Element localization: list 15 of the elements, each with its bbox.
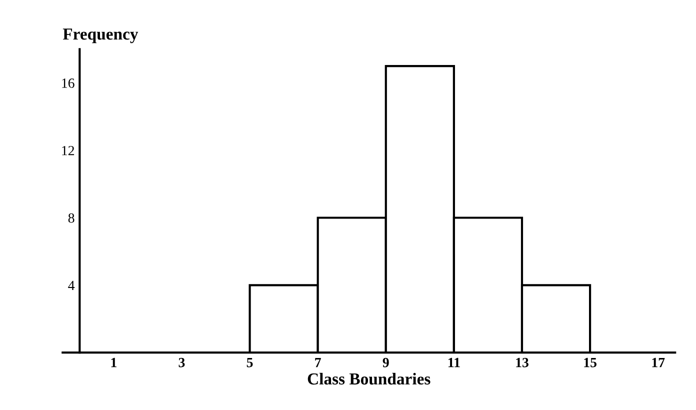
y-axis-title: Frequency [62, 28, 138, 44]
x-tick-label: 13 [516, 358, 528, 368]
x-tick-label: 9 [382, 358, 389, 368]
x-tick-label: 7 [315, 358, 321, 368]
x-tick-label: 5 [246, 358, 253, 368]
x-tick-label: 15 [584, 358, 596, 368]
y-tick-label: 16 [62, 78, 74, 88]
x-tick-label: 11 [448, 358, 460, 368]
x-tick-label: 3 [178, 358, 185, 368]
y-tick-label: 8 [68, 213, 74, 223]
y-tick-label: 12 [62, 146, 74, 156]
y-tick-label: 4 [68, 280, 75, 290]
x-tick-label: 1 [111, 358, 116, 368]
x-tick-label: 17 [652, 358, 665, 368]
x-axis-title: Class Boundaries [308, 372, 430, 385]
